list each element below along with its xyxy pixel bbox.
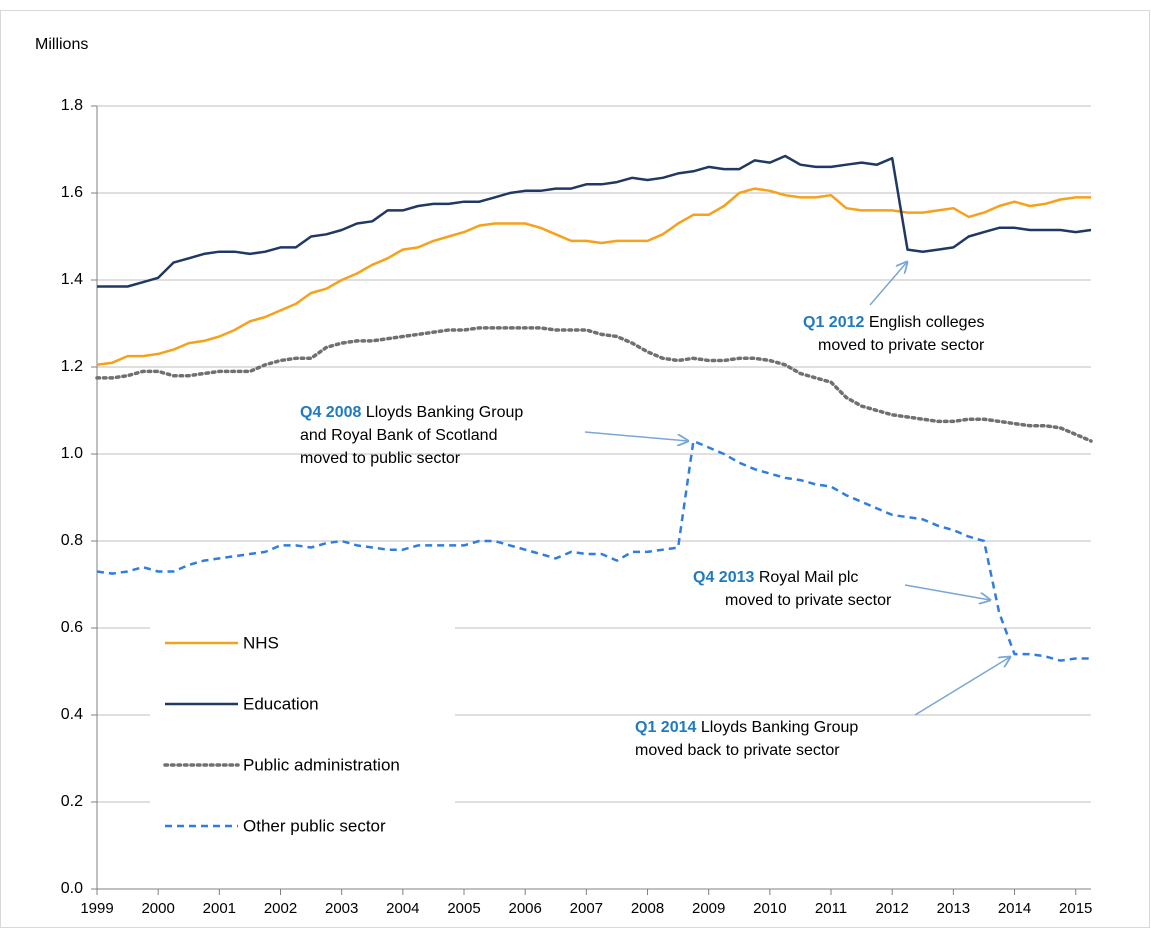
x-tick-label: 2003 <box>325 900 358 917</box>
x-tick-label: 2011 <box>815 900 847 917</box>
annotation-text: Q1 2012 English colleges <box>803 314 984 331</box>
x-tick-label: 2015 <box>1059 900 1092 917</box>
annotation-label: Q1 2012 <box>803 314 864 331</box>
legend-label: NHS <box>243 633 279 652</box>
x-tick-label: 2001 <box>203 900 236 917</box>
annotation-text: moved back to private sector <box>635 742 840 759</box>
annotation-line: moved to public sector <box>300 450 461 467</box>
y-tick-label: 0.2 <box>61 793 83 810</box>
x-tick-label: 2006 <box>508 900 541 917</box>
y-axis-label: Millions <box>35 36 88 53</box>
x-tick-label: 2005 <box>447 900 480 917</box>
annotation-arrow <box>584 431 688 441</box>
series-line <box>96 187 1091 367</box>
y-tick-label: 0.0 <box>61 880 83 897</box>
series-line <box>95 326 1093 443</box>
legend-label: Public administration <box>243 755 400 774</box>
annotation-line: moved to private sector <box>818 337 985 354</box>
annotation-arrow <box>904 584 990 600</box>
frame <box>0 10 1150 928</box>
x-tick-label: 2002 <box>264 900 297 917</box>
legend-label: Other public sector <box>243 816 386 835</box>
annotation-text: and Royal Bank of Scotland <box>300 427 497 444</box>
annotation-label: Q1 2014 <box>635 719 696 736</box>
annotation-text: Q4 2013 Royal Mail plc <box>693 569 858 586</box>
y-tick-label: 1.8 <box>61 97 83 114</box>
x-tick-label: 2000 <box>141 900 174 917</box>
y-tick-label: 0.6 <box>61 619 83 636</box>
x-tick-label: 2013 <box>937 900 970 917</box>
annotation-arrow <box>914 657 1010 716</box>
x-tick-label: 2004 <box>386 900 419 917</box>
series-line <box>96 439 1091 662</box>
x-tick-label: 2014 <box>998 900 1031 917</box>
annotation-label: Q4 2013 <box>693 569 754 586</box>
annotation-label: Q4 2008 <box>300 404 361 421</box>
y-tick-label: 1.4 <box>61 271 83 288</box>
annotation-text: moved to private sector <box>725 592 892 609</box>
x-tick-label: 2012 <box>876 900 909 917</box>
x-tick-label: 2009 <box>692 900 725 917</box>
legend-label: Education <box>243 694 319 713</box>
legend-box <box>150 610 455 855</box>
annotation-text: moved to private sector <box>818 337 985 354</box>
annotation-line: English colleges <box>869 314 985 331</box>
y-tick-label: 1.2 <box>61 358 83 375</box>
annotation-text: moved to public sector <box>300 450 461 467</box>
y-tick-label: 0.8 <box>61 532 83 549</box>
annotation-line: Lloyds Banking Group <box>701 719 859 736</box>
y-tick-label: 1.6 <box>61 184 83 201</box>
y-tick-label: 1.0 <box>61 445 83 462</box>
x-tick-label: 1999 <box>80 900 113 917</box>
annotation-text: Q4 2008 Lloyds Banking Group <box>300 404 523 421</box>
annotation-text: Q1 2014 Lloyds Banking Group <box>635 719 858 736</box>
x-tick-label: 2008 <box>631 900 664 917</box>
annotation-line: Lloyds Banking Group <box>366 404 524 421</box>
x-tick-label: 2010 <box>753 900 786 917</box>
series-line <box>97 154 1092 288</box>
annotation-line: moved to private sector <box>725 592 892 609</box>
annotation-line: moved back to private sector <box>635 742 840 759</box>
x-tick-label: 2007 <box>570 900 603 917</box>
annotation-line: and Royal Bank of Scotland <box>300 427 497 444</box>
annotation-line: Royal Mail plc <box>759 569 859 586</box>
annotation-arrow <box>869 262 907 306</box>
y-tick-label: 0.4 <box>61 706 83 723</box>
